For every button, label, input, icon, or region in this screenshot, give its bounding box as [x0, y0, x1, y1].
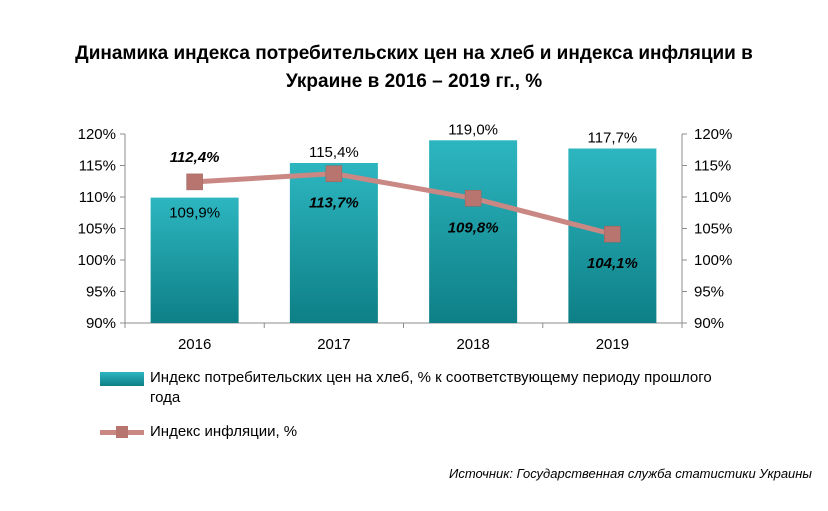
chart-title: Динамика индекса потребительских цен на …: [0, 40, 828, 96]
inflation-marker: [325, 165, 343, 182]
x-tick-label: 2016: [178, 336, 211, 353]
y-tick-label-right: 90%: [694, 315, 724, 332]
bars: [150, 140, 657, 323]
bar-value-label: 115,4%: [309, 144, 359, 161]
x-tick-label: 2018: [456, 336, 489, 353]
y-tick-label-left: 115%: [79, 158, 116, 175]
y-tick-label-left: 95%: [86, 284, 116, 301]
legend-line-swatch: [100, 426, 144, 438]
y-tick-label-right: 100%: [694, 252, 732, 269]
y-tick-label-right: 95%: [694, 284, 724, 301]
bar-value-label: 117,7%: [587, 129, 637, 146]
y-tick-label-left: 100%: [78, 252, 116, 269]
inflation-line: [186, 165, 621, 243]
x-tick-label: 2017: [317, 336, 350, 353]
legend-item-inflation: Индекс инфляции, %: [100, 422, 740, 442]
source-note: Источник: Государственная служба статист…: [449, 466, 812, 481]
data-labels: 109,9% 115,4% 119,0% 117,7% 112,4% 113,7% 109,…: [169, 121, 638, 272]
legend-bar-swatch: [100, 372, 144, 386]
inflation-line-path: [194, 171, 613, 237]
bar: [289, 162, 378, 323]
inflation-marker: [604, 225, 621, 243]
y-tick-label-right: 115%: [694, 158, 731, 175]
bar-value-label: 109,9%: [169, 205, 220, 222]
y-tick-label-right: 110%: [694, 189, 731, 206]
inflation-value-label: 113,7%: [309, 195, 359, 212]
y-tick-label-left: 120%: [78, 126, 116, 143]
y-tick-label-right: 105%: [694, 221, 732, 238]
legend-label-inflation: Индекс инфляции, %: [150, 423, 298, 440]
legend: Индекс потребительских цен на хлеб, % к …: [100, 368, 740, 442]
bar: [429, 140, 518, 323]
y-tick-label-left: 90%: [86, 315, 116, 332]
inflation-marker: [464, 190, 482, 207]
chart-title-line-2: Украине в 2016 – 2019 гг., %: [285, 71, 543, 92]
y-tick-label-right: 120%: [694, 126, 732, 143]
chart-title-line-1: Динамика индекса потребительских цен на …: [75, 43, 753, 64]
inflation-value-label: 112,4%: [170, 149, 220, 166]
x-tick-label: 2019: [596, 336, 629, 353]
legend-item-bread-index: Индекс потребительских цен на хлеб, % к …: [100, 368, 740, 408]
inflation-value-label: 104,1%: [587, 255, 638, 272]
y-tick-label-left: 110%: [79, 189, 116, 206]
inflation-marker: [186, 173, 203, 191]
chart-plot: 90% 90% 95% 95% 100% 100% 105% 105% 110% 110% 115%…: [78, 121, 733, 353]
axes: 90% 90% 95% 95% 100% 100% 105% 105% 110% 110% 115%…: [78, 126, 733, 353]
bar-value-label: 119,0%: [448, 121, 498, 138]
inflation-value-label: 109,8%: [448, 219, 499, 236]
bar: [150, 197, 239, 323]
y-tick-label-left: 105%: [78, 221, 116, 238]
legend-label-bread-index: Индекс потребительских цен на хлеб, % к …: [150, 369, 712, 406]
